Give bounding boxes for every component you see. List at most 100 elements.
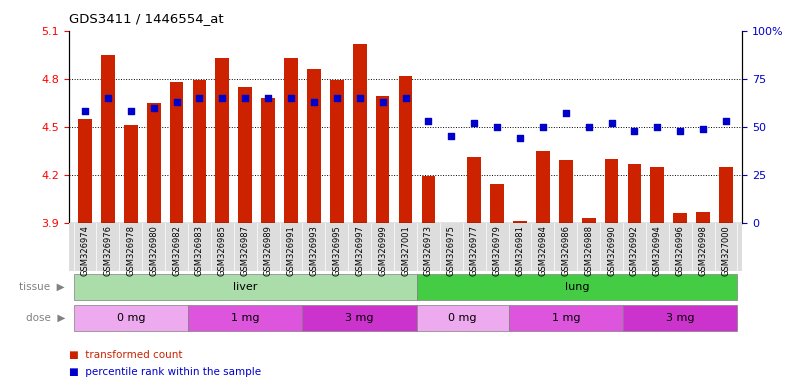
Text: liver: liver [233,282,257,292]
Text: GSM326990: GSM326990 [607,225,616,276]
Bar [216,58,230,223]
Bar [508,305,623,331]
Text: GSM326973: GSM326973 [424,225,433,276]
Text: GSM326997: GSM326997 [355,225,364,276]
Bar [559,161,573,223]
Text: GSM326989: GSM326989 [264,225,272,276]
Text: GSM326985: GSM326985 [218,225,227,276]
Point [536,124,549,130]
Point [444,133,457,139]
Text: 3 mg: 3 mg [345,313,374,323]
Bar [375,96,389,223]
Text: GSM326998: GSM326998 [698,225,708,276]
Bar [353,43,367,223]
Point [422,118,435,124]
Text: GSM326986: GSM326986 [561,225,570,276]
Text: GSM326984: GSM326984 [539,225,547,276]
Bar [101,55,114,223]
Text: GSM326982: GSM326982 [172,225,181,276]
Text: lung: lung [565,282,590,292]
Point [262,95,275,101]
Point [354,95,367,101]
Text: 0 mg: 0 mg [448,313,477,323]
Bar [284,58,298,223]
Text: GSM326988: GSM326988 [584,225,593,276]
Point [674,127,687,134]
Point [147,104,160,111]
Point [193,95,206,101]
Bar [303,305,417,331]
Point [513,135,526,141]
Bar [78,119,92,223]
Text: GSM326992: GSM326992 [630,225,639,276]
Point [491,124,504,130]
Text: GDS3411 / 1446554_at: GDS3411 / 1446554_at [69,12,224,25]
Point [238,95,251,101]
Text: GSM326993: GSM326993 [310,225,319,276]
Bar [697,212,710,223]
Text: GSM326996: GSM326996 [676,225,684,276]
Point [79,108,92,114]
Point [399,95,412,101]
Text: 1 mg: 1 mg [231,313,260,323]
Point [628,127,641,134]
Bar [261,98,275,223]
Bar [399,76,412,223]
Bar [192,80,206,223]
Bar [536,151,550,223]
Bar [513,221,527,223]
Text: GSM327000: GSM327000 [722,225,731,276]
Bar [581,218,595,223]
Bar [417,274,737,300]
Text: GSM326980: GSM326980 [149,225,158,276]
Point [468,120,481,126]
Bar [238,87,252,223]
Point [697,126,710,132]
Point [330,95,343,101]
Point [216,95,229,101]
Point [582,124,595,130]
Bar [417,305,508,331]
Point [605,120,618,126]
Text: GSM326981: GSM326981 [516,225,525,276]
Text: 1 mg: 1 mg [551,313,580,323]
Bar [650,167,664,223]
Point [170,99,183,105]
Bar [422,176,436,223]
Text: GSM326983: GSM326983 [195,225,204,276]
Text: GSM326995: GSM326995 [333,225,341,276]
Bar [330,80,344,223]
Point [560,110,573,116]
Text: GSM327001: GSM327001 [401,225,410,276]
Bar [628,164,642,223]
Bar [719,167,733,223]
Bar [74,305,188,331]
Point [376,99,389,105]
Point [124,108,137,114]
Text: GSM326976: GSM326976 [103,225,113,276]
Bar [467,157,481,223]
Text: dose  ▶: dose ▶ [25,313,65,323]
Point [101,95,114,101]
Text: GSM326987: GSM326987 [241,225,250,276]
Bar [74,274,417,300]
Bar [490,184,504,223]
Text: 3 mg: 3 mg [666,313,694,323]
Text: ■  transformed count: ■ transformed count [69,350,182,360]
Bar [605,159,619,223]
Text: GSM326975: GSM326975 [447,225,456,276]
Text: GSM326977: GSM326977 [470,225,478,276]
Bar [169,82,183,223]
Text: tissue  ▶: tissue ▶ [19,282,65,292]
Text: ■  percentile rank within the sample: ■ percentile rank within the sample [69,367,261,377]
Point [651,124,664,130]
Bar [188,305,303,331]
Bar [673,213,687,223]
Point [719,118,732,124]
Text: GSM326991: GSM326991 [286,225,295,276]
Bar [147,103,161,223]
Text: GSM326978: GSM326978 [127,225,135,276]
Bar [623,305,737,331]
Bar [124,125,138,223]
Text: GSM326979: GSM326979 [492,225,501,276]
